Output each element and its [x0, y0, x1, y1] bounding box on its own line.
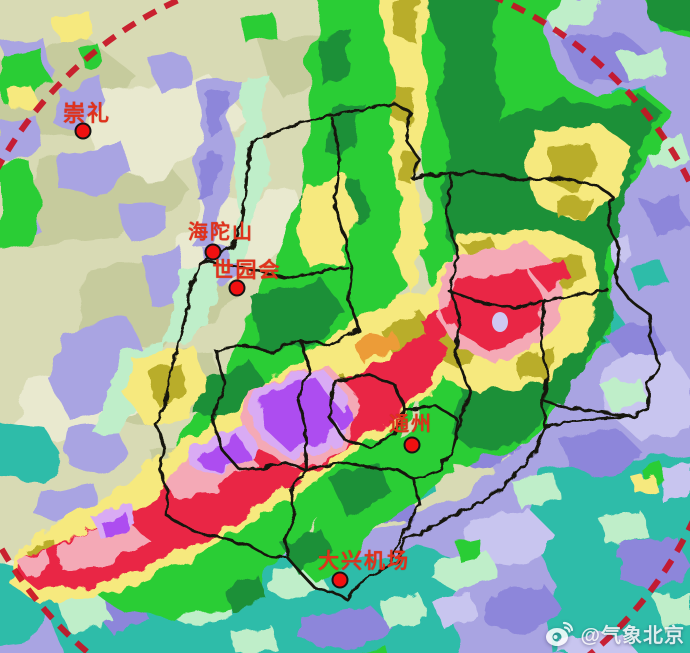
- place-marker-daxing-airport: [331, 571, 349, 589]
- district-boundaries: [154, 102, 662, 602]
- place-marker-tongzhou: [403, 436, 421, 454]
- weibo-icon: [546, 621, 574, 646]
- watermark-text: @气象北京: [580, 625, 685, 647]
- echo-cluster-center: [492, 312, 508, 332]
- echo-red-cluster: [440, 258, 572, 352]
- echo-violet: [100, 378, 353, 540]
- place-marker-chongli: [74, 122, 92, 140]
- place-marker-haituo-mountain: [204, 243, 222, 261]
- place-marker-expo-site: [228, 279, 246, 297]
- watermark: @气象北京: [545, 619, 685, 648]
